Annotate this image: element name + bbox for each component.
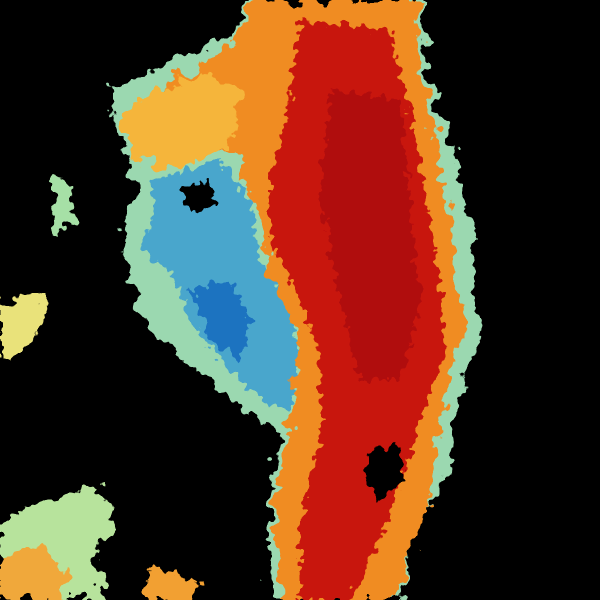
blue-echo (140, 160, 300, 410)
echo-gaps (180, 180, 405, 500)
